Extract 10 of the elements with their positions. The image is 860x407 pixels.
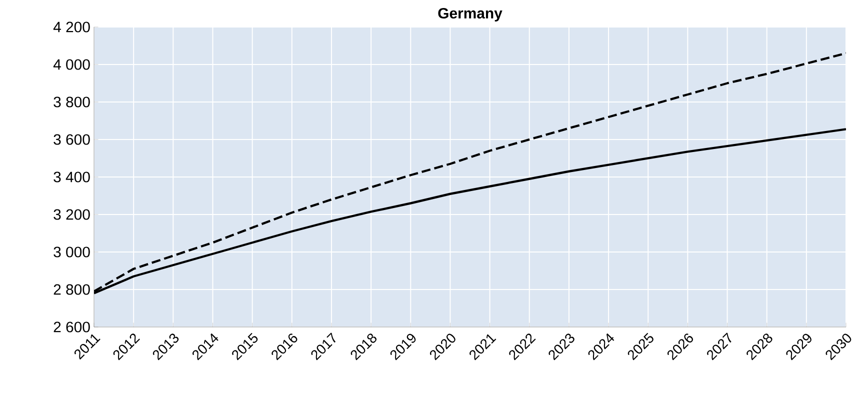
y-tick-label: 4 000 — [53, 59, 90, 70]
y-tick-label: 3 000 — [54, 246, 90, 258]
y-tick-label: 3 200 — [54, 209, 90, 220]
y-tick-label: 2 800 — [54, 284, 90, 295]
chart-title: Germany — [438, 8, 502, 22]
y-tick-label: 3 400 — [54, 172, 90, 182]
y-tick-label: 4 200 — [53, 22, 90, 32]
y-tick-label: 3 800 — [54, 96, 90, 108]
y-tick-label: 2 600 — [54, 322, 90, 332]
y-tick-label: 3 600 — [54, 134, 90, 145]
